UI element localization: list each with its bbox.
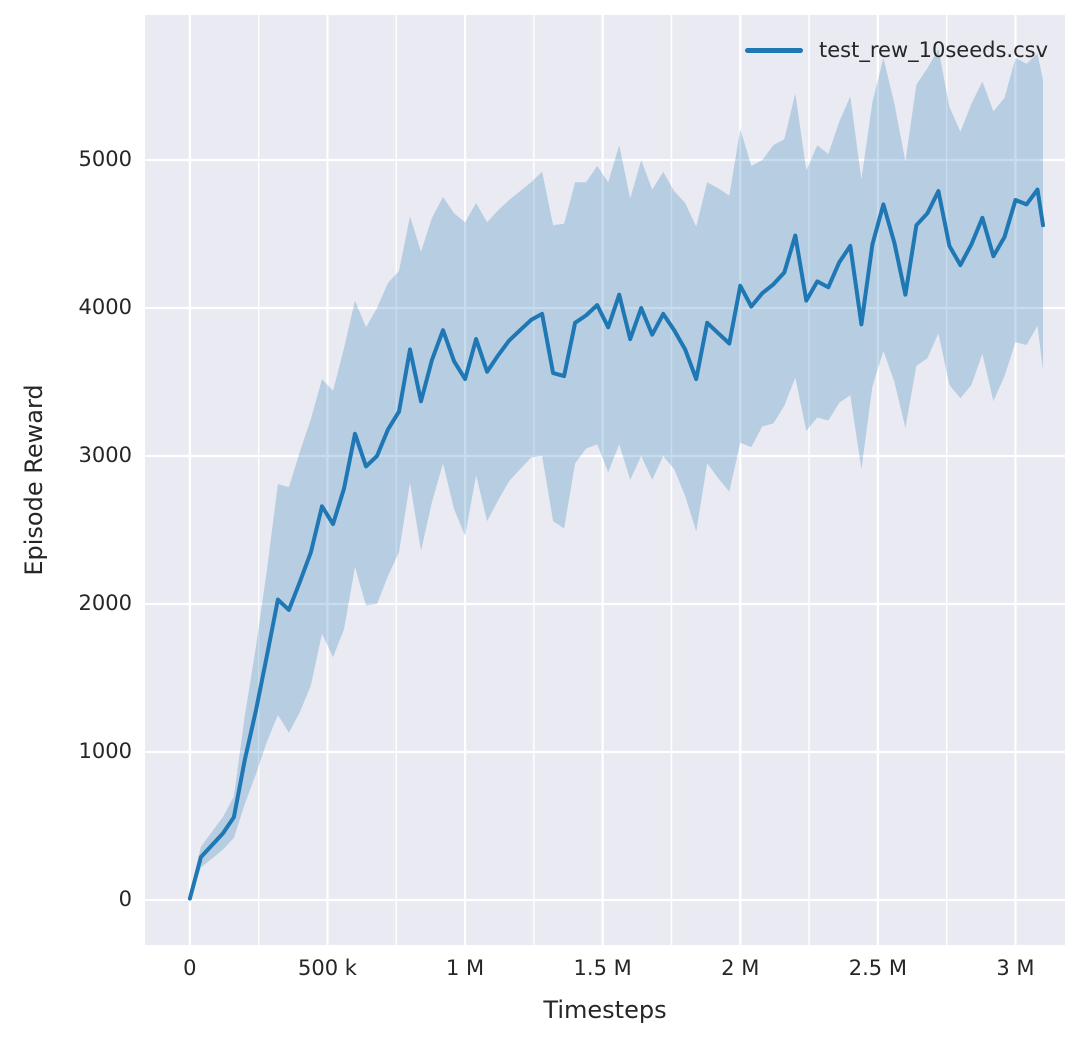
x-axis-label: Timesteps (543, 996, 667, 1024)
x-tick-label: 0 (183, 956, 197, 980)
x-tick-label: 1.5 M (573, 956, 632, 980)
confidence-band (189, 49, 1043, 903)
axes-background (145, 15, 1065, 945)
mean-line (187, 187, 1045, 901)
y-tick-label: 4000 (78, 295, 132, 320)
y-tick-label: 3000 (78, 443, 132, 468)
x-tick-label: 3 M (996, 956, 1035, 980)
x-tick-label: 1 M (445, 956, 485, 980)
y-tick-label: 1000 (78, 739, 132, 763)
y-tick-label: 0 (118, 887, 132, 911)
y-tick-label: 5000 (78, 147, 132, 172)
x-tick-label: 2.5 M (848, 956, 907, 980)
y-tick-label: 2000 (78, 591, 132, 616)
x-tick-label: 2 M (721, 956, 760, 980)
legend-label: test_rew_10seeds.csv (819, 38, 1048, 62)
x-tick-label: 500 k (297, 956, 357, 980)
legend: test_rew_10seeds.csv (745, 38, 1048, 62)
legend-line-swatch (745, 47, 804, 53)
y-axis-label: Episode Reward (20, 384, 48, 576)
